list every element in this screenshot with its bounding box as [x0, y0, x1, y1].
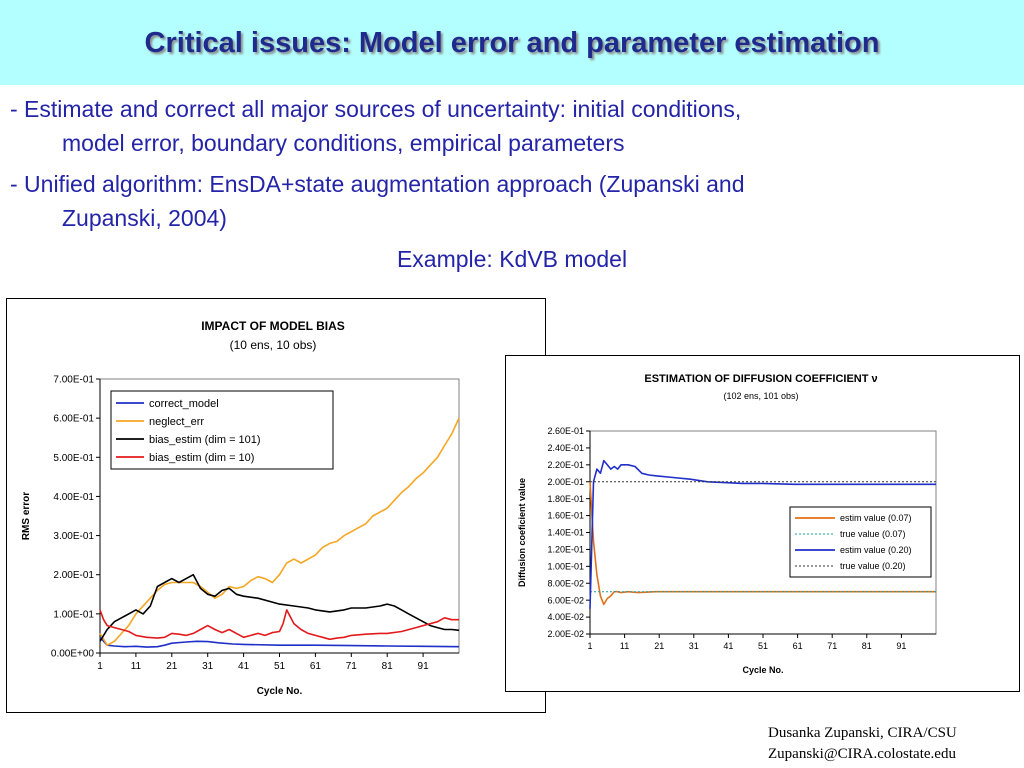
legend-label: true value (0.20) [840, 561, 906, 571]
y-tick-label: 3.00E-01 [53, 531, 94, 542]
y-axis-label: Diffusion coeficient value [517, 478, 527, 587]
y-tick-label: 8.00E-02 [547, 578, 584, 588]
x-tick-label: 41 [238, 661, 250, 672]
y-axis-label: RMS error [21, 492, 32, 540]
slide-title: Critical issues: Model error and paramet… [144, 27, 880, 59]
x-tick-label: 31 [202, 661, 214, 672]
y-tick-label: 1.20E-01 [547, 545, 584, 555]
x-tick-label: 91 [418, 661, 430, 672]
legend-label: estim value (0.20) [840, 545, 912, 555]
series-line [99, 573, 460, 642]
series-line [589, 459, 936, 609]
legend-box [110, 390, 334, 470]
x-tick-label: 51 [274, 661, 286, 672]
x-tick-label: 71 [346, 661, 358, 672]
chart-title: ESTIMATION OF DIFFUSION COEFFICIENT ν [644, 373, 877, 385]
y-tick-label: 6.00E-01 [53, 414, 94, 425]
x-tick-label: 61 [310, 661, 322, 672]
bias-impact-chart: IMPACT OF MODEL BIAS (10 ens, 10 obs) 0.00… [6, 298, 546, 713]
y-tick-label: 7.00E-01 [53, 375, 94, 386]
legend-label: bias_estim (dim = 101) [149, 434, 261, 446]
y-tick-label: 1.80E-01 [547, 494, 584, 504]
bullet-line: - Unified algorithm: EnsDA+state augment… [10, 171, 745, 197]
footer: Dusanka Zupanski, CIRA/CSU Zupanski@CIRA… [768, 723, 957, 765]
x-tick-label: 21 [166, 661, 178, 672]
y-tick-label: 1.00E-01 [547, 561, 584, 571]
diffusion-coefficient-chart: ESTIMATION OF DIFFUSION COEFFICIENT ν (10… [505, 355, 1020, 692]
x-tick-label: 71 [827, 641, 837, 651]
legend-label: neglect_err [149, 416, 204, 428]
y-tick-label: 2.00E-01 [53, 570, 94, 581]
title-bar: Critical issues: Model error and paramet… [0, 0, 1024, 85]
y-tick-label: 5.00E-01 [53, 453, 94, 464]
example-heading: Example: KdVB model [396, 246, 628, 272]
x-tick-label: 61 [793, 641, 803, 651]
x-tick-label: 41 [723, 641, 733, 651]
x-tick-label: 1 [587, 641, 592, 651]
x-tick-label: 11 [620, 641, 629, 651]
legend-label: bias_estim (dim = 10) [149, 452, 254, 464]
series-line [99, 636, 460, 648]
y-tick-label: 2.00E-02 [547, 629, 584, 639]
diffusion-coefficient-chart-svg: ESTIMATION OF DIFFUSION COEFFICIENT ν (10… [517, 373, 937, 675]
chart-title: IMPACT OF MODEL BIAS [201, 319, 345, 333]
footer-email: Zupanski@CIRA.colostate.edu [768, 746, 956, 762]
y-tick-label: 6.00E-02 [547, 595, 584, 605]
series-line [99, 609, 459, 641]
bullet-line: model error, boundary conditions, empiri… [62, 130, 625, 156]
x-tick-label: 1 [97, 661, 103, 672]
x-axis-label: Cycle No. [742, 665, 783, 675]
legend-label: correct_model [149, 398, 219, 410]
bullet-uncertainty: - Estimate and correct all major sources… [10, 92, 1010, 160]
y-tick-label: 1.00E-01 [53, 609, 94, 620]
y-tick-label: 4.00E-01 [53, 492, 94, 503]
x-tick-label: 91 [896, 641, 906, 651]
footer-author: Dusanka Zupanski, CIRA/CSU [768, 725, 957, 741]
y-tick-label: 2.20E-01 [547, 460, 584, 470]
bullet-algorithm: - Unified algorithm: EnsDA+state augment… [10, 167, 1010, 235]
chart-subtitle: (102 ens, 101 obs) [723, 391, 798, 401]
legend-label: estim value (0.07) [840, 513, 912, 523]
y-tick-label: 2.00E-01 [547, 477, 584, 487]
y-tick-label: 2.40E-01 [547, 443, 584, 453]
legend-label: true value (0.07) [840, 529, 906, 539]
bullet-line: - Estimate and correct all major sources… [10, 96, 742, 122]
x-tick-label: 11 [131, 661, 142, 672]
y-tick-label: 2.60E-01 [547, 426, 584, 436]
series-line [99, 417, 460, 646]
bullet-line: Zupanski, 2004) [62, 205, 227, 231]
y-tick-label: 1.60E-01 [547, 511, 584, 521]
y-tick-label: 1.40E-01 [547, 528, 584, 538]
x-tick-label: 21 [654, 641, 664, 651]
x-tick-label: 31 [689, 641, 699, 651]
x-tick-label: 81 [862, 641, 872, 651]
y-tick-label: 4.00E-02 [547, 612, 584, 622]
bias-impact-chart-svg: IMPACT OF MODEL BIAS (10 ens, 10 obs) 0.00… [21, 319, 460, 697]
x-tick-label: 81 [382, 661, 394, 672]
x-axis-label: Cycle No. [257, 686, 303, 697]
y-tick-label: 0.00E+00 [51, 649, 95, 660]
chart-subtitle: (10 ens, 10 obs) [230, 338, 317, 352]
x-tick-label: 51 [758, 641, 768, 651]
